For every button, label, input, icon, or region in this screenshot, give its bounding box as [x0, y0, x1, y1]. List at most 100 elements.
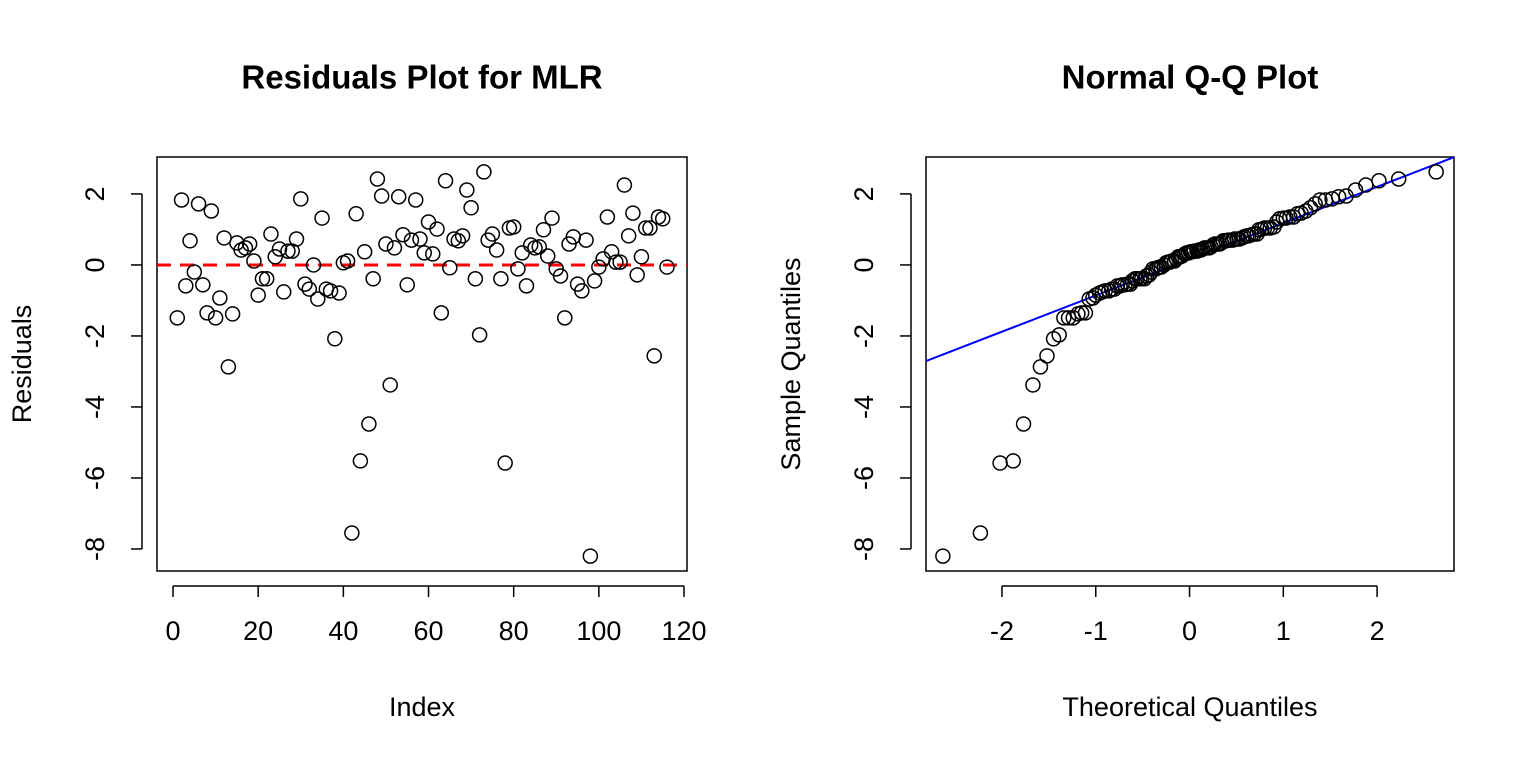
- point: [935, 548, 951, 564]
- point: [1073, 305, 1090, 321]
- point: [429, 221, 445, 237]
- point: [339, 253, 356, 269]
- point: [591, 259, 607, 275]
- point: [505, 219, 522, 235]
- point: [216, 230, 232, 246]
- point: [1166, 253, 1183, 269]
- point: [1015, 416, 1032, 432]
- point: [442, 260, 458, 276]
- point: [369, 171, 386, 187]
- point: [603, 244, 620, 260]
- point: [620, 228, 637, 244]
- point: [178, 278, 194, 294]
- point: [450, 233, 467, 249]
- point: [348, 206, 364, 222]
- point: [608, 254, 624, 270]
- y-tick-label: 2: [80, 186, 110, 201]
- point: [203, 203, 220, 219]
- point: [1302, 200, 1319, 216]
- point: [373, 188, 390, 204]
- point: [1025, 377, 1041, 393]
- point: [659, 259, 675, 275]
- y-tick-label: -4: [849, 395, 879, 419]
- point: [1312, 192, 1328, 208]
- point: [212, 290, 228, 306]
- point: [293, 191, 309, 207]
- y-axis-label: Sample Quantiles: [776, 257, 806, 470]
- x-tick-label: 1: [1276, 616, 1291, 646]
- point: [514, 245, 530, 261]
- point: [301, 281, 318, 297]
- point: [1077, 305, 1094, 321]
- point: [250, 287, 266, 303]
- point: [1371, 173, 1387, 189]
- point: [463, 200, 479, 216]
- point: [344, 525, 360, 541]
- y-tick-label: 0: [849, 257, 879, 272]
- chart-title: Normal Q-Q Plot: [1062, 59, 1319, 96]
- point: [437, 173, 454, 189]
- point: [1428, 164, 1444, 180]
- point: [310, 291, 326, 307]
- point: [552, 268, 569, 284]
- x-tick-label: 2: [1370, 616, 1385, 646]
- point: [254, 271, 271, 287]
- point: [352, 453, 369, 469]
- point: [407, 192, 424, 208]
- point: [646, 348, 662, 364]
- y-tick-label: -4: [80, 395, 110, 419]
- point: [365, 271, 381, 287]
- point: [654, 211, 671, 227]
- point: [356, 244, 373, 260]
- point: [169, 310, 186, 326]
- point: [629, 267, 645, 283]
- point: [403, 232, 420, 248]
- point: [535, 222, 552, 238]
- y-tick-label: -6: [849, 466, 879, 490]
- point: [992, 455, 1008, 471]
- point: [633, 249, 650, 265]
- y-tick-label: -2: [80, 324, 110, 348]
- point: [637, 220, 654, 236]
- point: [522, 237, 539, 253]
- point: [220, 359, 237, 375]
- point: [578, 232, 594, 248]
- point: [173, 192, 190, 208]
- point: [425, 246, 441, 262]
- point: [484, 226, 501, 242]
- point: [207, 310, 224, 326]
- point: [972, 525, 989, 541]
- point: [510, 261, 526, 277]
- chart-title: Residuals Plot for MLR: [241, 59, 602, 96]
- point: [1390, 171, 1407, 187]
- point: [1051, 327, 1067, 343]
- x-tick-label: 40: [328, 616, 358, 646]
- x-tick-label: 100: [576, 616, 621, 646]
- point: [518, 278, 535, 294]
- point: [361, 416, 377, 432]
- point: [471, 327, 488, 343]
- x-tick-label: 80: [499, 616, 529, 646]
- point: [271, 241, 288, 257]
- point: [540, 248, 556, 264]
- x-axis-label: Index: [389, 692, 456, 722]
- point: [378, 236, 394, 252]
- point: [586, 273, 603, 289]
- point: [531, 239, 547, 255]
- point: [459, 182, 475, 198]
- plot-box: [156, 156, 688, 572]
- point: [497, 455, 513, 471]
- point: [612, 254, 628, 270]
- point: [246, 253, 262, 269]
- point: [1282, 209, 1298, 225]
- point: [574, 283, 590, 299]
- x-tick-label: 0: [1182, 616, 1197, 646]
- point: [488, 242, 505, 258]
- point: [454, 228, 471, 244]
- point: [557, 310, 573, 326]
- plot-box: [925, 156, 1455, 572]
- point: [420, 214, 437, 230]
- point: [224, 306, 241, 322]
- point: [625, 205, 641, 221]
